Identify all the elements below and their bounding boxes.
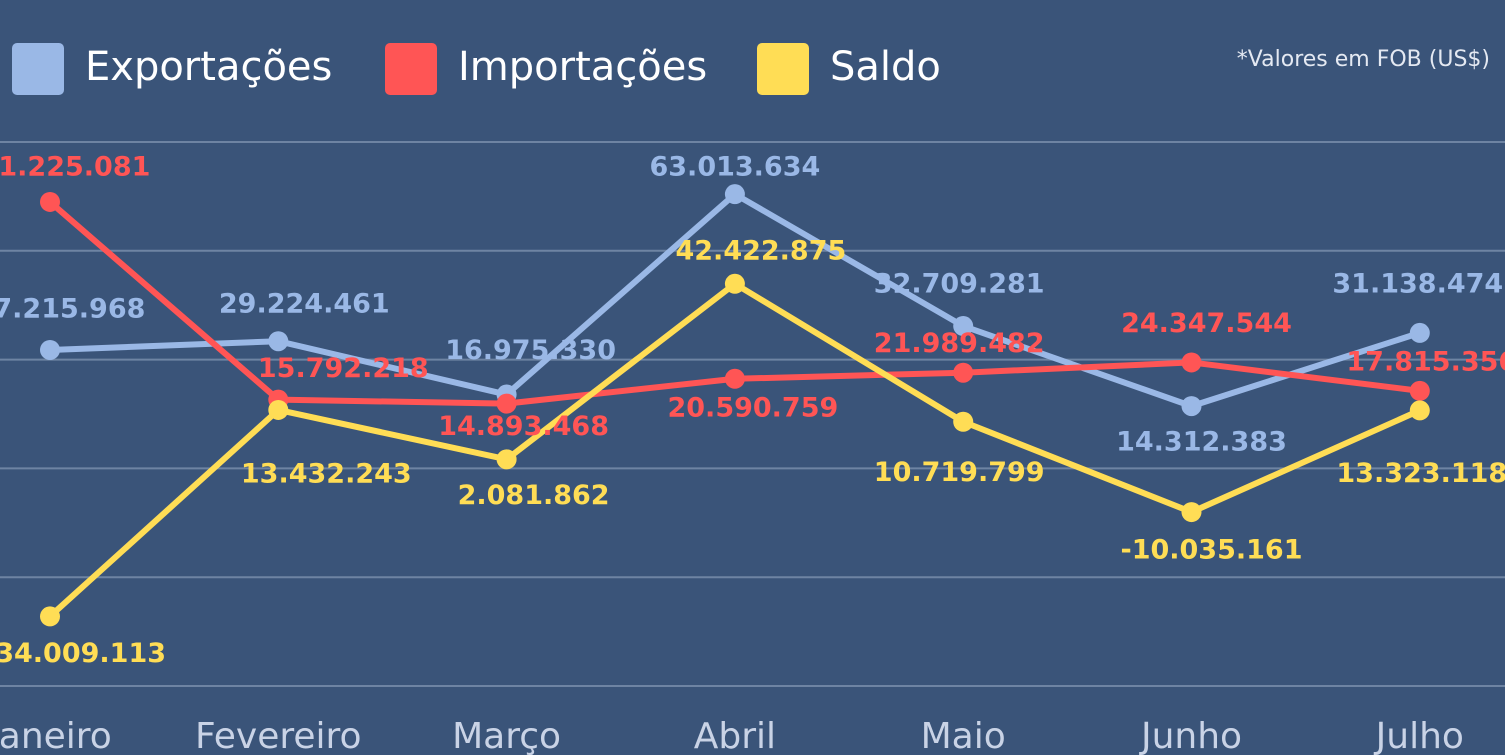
x-tick-label: Maio — [921, 716, 1006, 755]
data-point — [724, 368, 745, 389]
x-tick-label: Abril — [694, 716, 776, 755]
value-label: -10.035.161 — [1120, 535, 1302, 566]
data-point — [1409, 400, 1430, 421]
data-point — [496, 393, 517, 414]
x-tick-label: Julho — [1374, 716, 1464, 755]
data-point — [268, 399, 289, 420]
data-point — [1409, 380, 1430, 401]
legend-label: Exportações — [85, 44, 332, 90]
legend-label: Importações — [458, 44, 707, 90]
legend-label: Saldo — [830, 44, 941, 90]
value-label: 42.422.875 — [675, 235, 846, 266]
value-label: 31.138.474 — [1332, 268, 1503, 299]
data-point — [1181, 352, 1202, 373]
data-point — [40, 339, 60, 360]
x-tick-label: Março — [452, 716, 561, 755]
data-point — [268, 331, 289, 352]
value-label: 63.013.634 — [649, 152, 820, 183]
value-label: 10.719.799 — [874, 457, 1045, 488]
x-tick-label: Fevereiro — [195, 716, 362, 755]
data-point — [496, 449, 517, 470]
value-label: 24.347.544 — [1121, 308, 1292, 339]
data-point — [724, 273, 745, 294]
note: *Valores em FOB (US$) — [1237, 47, 1490, 72]
data-point — [1409, 322, 1430, 343]
value-label: 13.432.243 — [241, 458, 412, 489]
legend-swatch — [757, 43, 809, 95]
value-label: 2.081.862 — [458, 480, 610, 511]
value-label: 21.989.482 — [874, 328, 1045, 359]
value-label: 14.893.468 — [438, 411, 609, 442]
data-point — [1181, 502, 1202, 523]
value-label: 13.323.118 — [1336, 458, 1505, 489]
value-label: 20.590.759 — [667, 392, 838, 423]
value-label: 27.215.968 — [0, 293, 145, 324]
data-point — [953, 316, 974, 337]
data-point — [40, 191, 60, 212]
data-point — [953, 411, 974, 432]
value-label: 16.975.330 — [445, 335, 616, 366]
value-label: 29.224.461 — [219, 289, 390, 320]
data-point — [724, 184, 745, 205]
data-point — [1181, 396, 1202, 417]
x-tick-label: Janeiro — [0, 716, 112, 755]
value-label: 61.225.081 — [0, 151, 150, 182]
value-label: 15.792.218 — [258, 353, 429, 384]
value-label: 14.312.383 — [1116, 427, 1287, 458]
data-point — [40, 606, 60, 627]
value-label: 17.815.356 — [1346, 346, 1505, 377]
value-label: -34.009.113 — [0, 638, 166, 669]
value-label: 32.709.281 — [874, 269, 1045, 300]
legend-swatch — [12, 43, 64, 95]
legend-swatch — [385, 43, 437, 95]
data-point — [953, 362, 974, 383]
x-tick-label: Junho — [1139, 716, 1242, 755]
